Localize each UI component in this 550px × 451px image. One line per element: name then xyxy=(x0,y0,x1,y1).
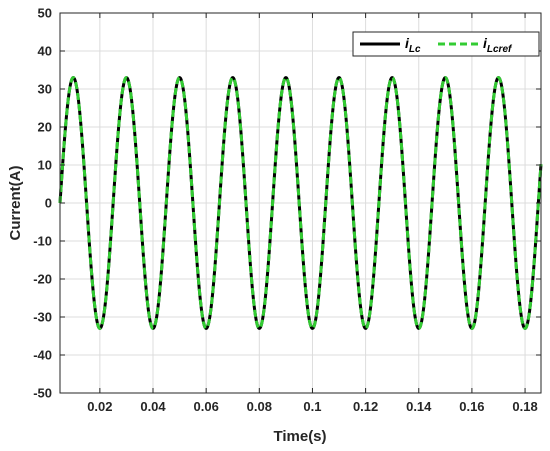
y-tick-label: -30 xyxy=(33,310,52,325)
y-axis-label: Current(A) xyxy=(7,166,24,241)
y-tick-label: 0 xyxy=(45,196,52,211)
y-tick-label: -50 xyxy=(33,386,52,401)
y-tick-label: 10 xyxy=(38,158,52,173)
legend: iLc iLcref xyxy=(352,31,540,57)
y-tick-label: 30 xyxy=(38,82,52,97)
x-tick-label: 0.18 xyxy=(512,399,537,414)
legend-label-ilcref: iLcref xyxy=(483,35,513,55)
x-tick-label: 0.16 xyxy=(459,399,484,414)
x-tick-label: 0.04 xyxy=(140,399,166,414)
y-tick-label: -10 xyxy=(33,234,52,249)
x-tick-label: 0.02 xyxy=(87,399,112,414)
series-line-ilcref xyxy=(58,76,543,330)
y-tick-label: -40 xyxy=(33,348,52,363)
x-axis: 0.02 0.04 0.06 0.08 0.1 0.12 0.14 0.16 0.18 xyxy=(87,13,538,414)
x-axis-label: Time(s) xyxy=(273,428,326,445)
y-tick-label: -20 xyxy=(33,272,52,287)
y-axis: -50 -40 -30 -20 -10 0 10 20 30 40 50 xyxy=(33,6,541,401)
y-tick-label: 40 xyxy=(38,44,52,59)
x-tick-label: 0.12 xyxy=(353,399,378,414)
x-tick-label: 0.06 xyxy=(194,399,219,414)
legend-label-ilc: iLc xyxy=(405,35,421,55)
series-layer xyxy=(58,76,543,330)
y-tick-label: 20 xyxy=(38,120,52,135)
x-tick-label: 0.08 xyxy=(247,399,272,414)
x-tick-label: 0.14 xyxy=(406,399,432,414)
x-tick-label: 0.1 xyxy=(303,399,321,414)
y-tick-label: 50 xyxy=(38,6,52,21)
